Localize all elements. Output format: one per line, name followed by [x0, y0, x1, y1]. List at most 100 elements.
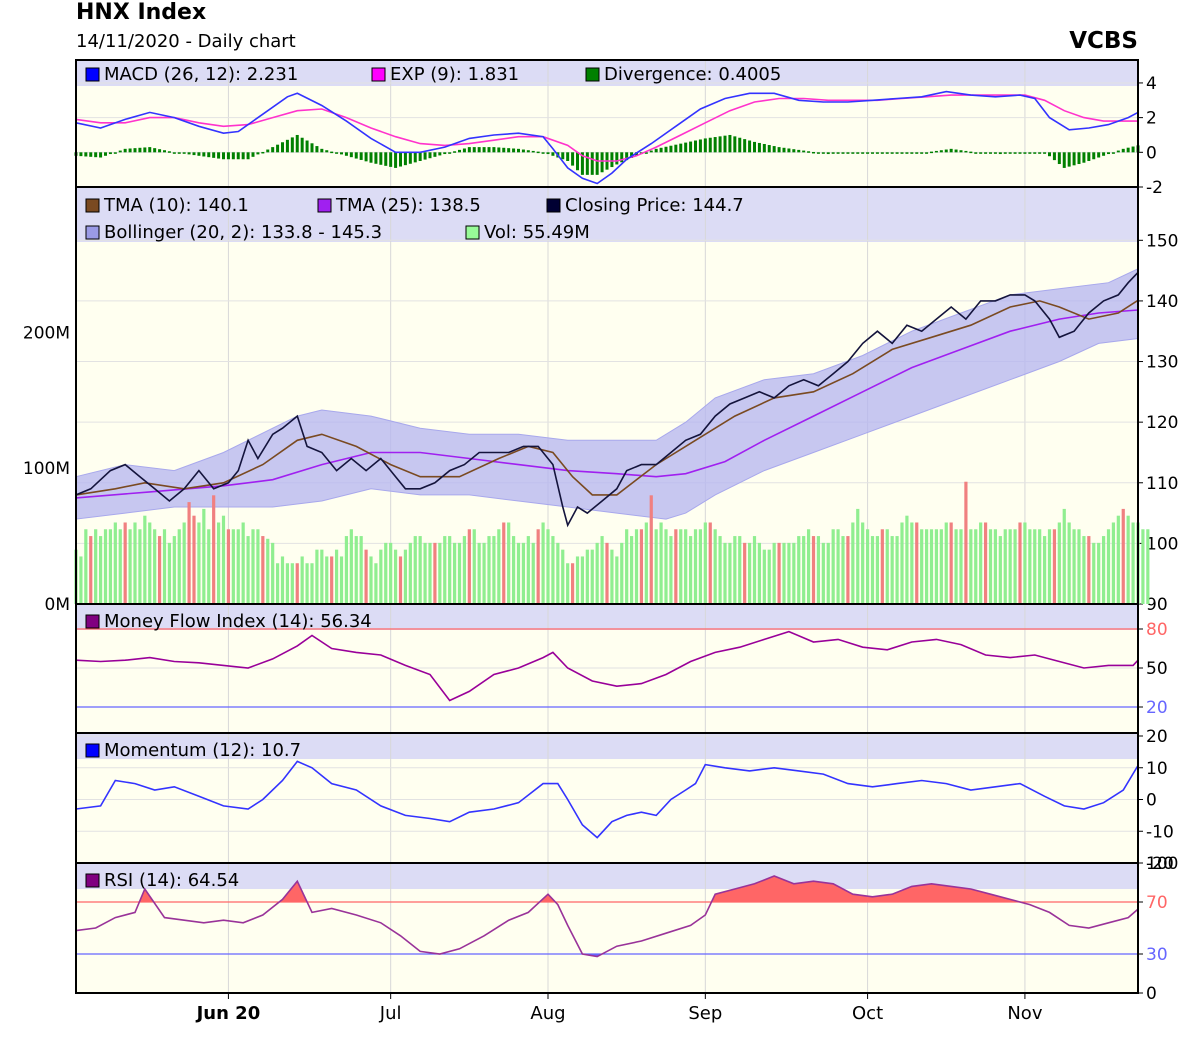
- divergence-bar: [1038, 152, 1042, 154]
- volume-bar: [413, 536, 417, 604]
- volume-bar: [103, 529, 108, 604]
- volume-bar: [84, 529, 88, 604]
- volume-bar: [113, 522, 117, 604]
- volume-bar: [998, 536, 1002, 604]
- momentum-legend-swatch: [85, 743, 100, 758]
- volume-bar: [182, 522, 186, 604]
- divergence-bar: [163, 150, 166, 153]
- volume-bar: [969, 529, 973, 604]
- divergence-bar: [113, 152, 117, 154]
- divergence-bar: [423, 152, 427, 160]
- volume-bar: [743, 542, 747, 604]
- divergence-bar: [212, 152, 216, 158]
- divergence-bar: [217, 152, 221, 159]
- divergence-bar: [733, 136, 737, 153]
- divergence-bar: [359, 152, 363, 160]
- volume-bar: [772, 542, 776, 604]
- volume-bar: [870, 536, 875, 604]
- divergence-bar: [920, 152, 924, 154]
- divergence-bar: [1043, 152, 1047, 154]
- divergence-bar: [836, 152, 840, 154]
- divergence-bar: [172, 152, 176, 154]
- volume-bar: [330, 556, 334, 604]
- volume-bar: [674, 529, 678, 604]
- volume-bar: [1082, 536, 1086, 604]
- price-legend-swatch: [465, 225, 480, 240]
- volume-bar: [644, 522, 648, 604]
- volume-bar: [1092, 542, 1096, 604]
- divergence-bar: [659, 147, 663, 153]
- volume-bar: [939, 529, 943, 604]
- price-tick-label-90: 90: [1146, 595, 1168, 615]
- divergence-bar: [1116, 150, 1120, 153]
- divergence-bar: [443, 152, 447, 155]
- volume-bar: [443, 536, 447, 604]
- divergence-bar: [340, 152, 343, 155]
- volume-bar: [787, 542, 791, 604]
- divergence-bar: [861, 152, 865, 154]
- volume-bar: [241, 522, 245, 604]
- volume-bar: [310, 563, 314, 604]
- volume-bar: [806, 529, 811, 604]
- divergence-bar: [364, 152, 368, 162]
- volume-bar: [983, 522, 988, 604]
- volume-bar: [831, 529, 835, 604]
- divergence-bar: [182, 152, 186, 154]
- macd-legend-swatch: [85, 67, 100, 82]
- volume-bar: [226, 529, 231, 604]
- tma10-line: [75, 299, 1139, 496]
- volume-bar: [123, 522, 127, 604]
- divergence-bar: [1067, 152, 1071, 167]
- divergence-bar: [689, 141, 693, 153]
- divergence-bar: [698, 139, 702, 153]
- divergence-bar: [866, 152, 870, 154]
- volume-bar: [880, 529, 884, 604]
- volume-bar: [202, 508, 206, 604]
- macd-line: [75, 90, 1139, 185]
- divergence-bar: [743, 139, 747, 153]
- volume-bar: [334, 549, 339, 604]
- volume-bar: [285, 563, 290, 604]
- divergence-bar: [197, 152, 201, 156]
- divergence-bar: [723, 135, 727, 153]
- volume-bar: [782, 542, 786, 604]
- divergence-bar: [290, 137, 294, 153]
- volume-bar: [920, 529, 924, 604]
- divergence-bar: [826, 152, 830, 155]
- divergence-bar: [202, 152, 206, 157]
- divergence-bar: [167, 151, 171, 153]
- volume-bar: [575, 556, 580, 604]
- divergence-bar: [816, 152, 820, 154]
- volume-bar: [634, 529, 639, 604]
- volume-bar: [698, 529, 703, 604]
- divergence-bar: [566, 152, 570, 161]
- macd-legend-label: Divergence: 0.4005: [604, 64, 781, 85]
- momentum-line: [75, 760, 1139, 839]
- volume-bar: [890, 536, 894, 604]
- divergence-bar: [580, 152, 584, 175]
- volume-bar: [457, 542, 462, 604]
- divergence-bar: [1008, 152, 1012, 154]
- volume-bar: [98, 536, 103, 604]
- exp-line: [75, 94, 1138, 162]
- volume-bar: [733, 536, 737, 604]
- price-legend-swatch: [317, 198, 332, 213]
- volume-bar: [959, 529, 963, 604]
- volume-bar: [1111, 522, 1116, 604]
- volume-bar: [836, 529, 840, 604]
- divergence-bar: [1097, 152, 1101, 158]
- volume-bar: [1141, 529, 1145, 604]
- divergence-bar: [718, 136, 722, 153]
- x-tick-label-aug: Aug: [530, 1003, 565, 1024]
- price-legend-label: TMA (25): 138.5: [335, 195, 481, 216]
- volume-bar: [207, 529, 211, 604]
- divergence-bar: [762, 143, 766, 153]
- divergence-bar: [885, 152, 889, 154]
- rsi-tick-label-100: 100: [1146, 854, 1178, 874]
- divergence-bar: [694, 140, 697, 153]
- divergence-bar: [757, 142, 761, 153]
- divergence-bar: [79, 152, 83, 157]
- volume-bar: [826, 542, 830, 604]
- divergence-bar: [748, 140, 752, 153]
